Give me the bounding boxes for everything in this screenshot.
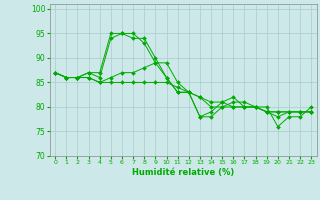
X-axis label: Humidité relative (%): Humidité relative (%): [132, 168, 234, 177]
